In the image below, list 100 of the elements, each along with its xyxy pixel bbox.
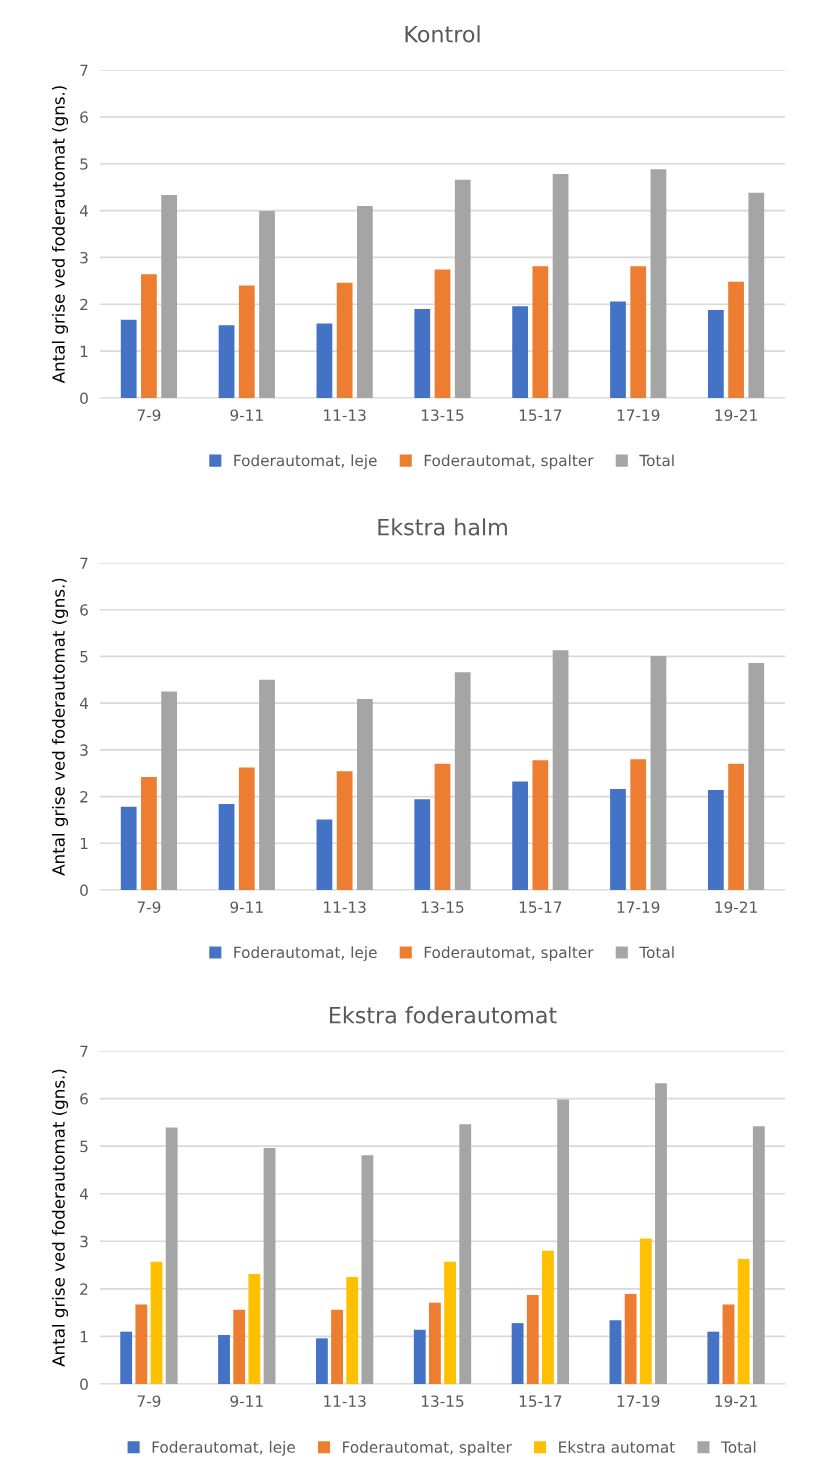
chart-title: Ekstra halm: [378, 518, 507, 536]
y-tick-label: 1: [80, 1331, 88, 1343]
bar: [444, 1261, 456, 1384]
y-tick-label: 0: [80, 1378, 88, 1391]
y-tick-label: 2: [80, 298, 88, 311]
bar: [454, 672, 471, 890]
bar: [150, 1261, 163, 1384]
bar: [238, 285, 255, 398]
legend-label: Foderautomat, spalter: [343, 1441, 512, 1456]
bar: [336, 282, 353, 398]
bar: [532, 760, 549, 890]
bar: [238, 767, 255, 890]
y-tick-label: 3: [80, 744, 88, 756]
bar: [655, 1083, 667, 1384]
bar: [316, 819, 333, 890]
x-tick-label: 9-11: [230, 901, 263, 913]
bar: [511, 1323, 524, 1384]
y-tick-label: 5: [80, 651, 88, 663]
bar: [650, 169, 667, 398]
bar: [414, 799, 431, 890]
bar: [315, 1338, 328, 1384]
bar: [161, 691, 178, 890]
bar: [248, 1274, 261, 1384]
legend-label: Foderautomat, leje: [234, 946, 377, 962]
legend-label: Foderautomat, leje: [234, 454, 377, 470]
x-tick-label: 13-15: [421, 409, 464, 421]
bar: [722, 1304, 735, 1384]
y-tick-label: 5: [80, 158, 88, 170]
legend-label: Foderautomat, spalter: [424, 946, 594, 962]
bar: [233, 1309, 246, 1384]
bar: [259, 211, 275, 398]
legend-label: Total: [639, 946, 674, 959]
y-tick-label: 4: [79, 205, 89, 217]
y-tick-label: 0: [80, 392, 88, 405]
bar: [748, 192, 765, 398]
x-tick-label: 13-15: [421, 1395, 464, 1407]
bar: [336, 771, 353, 890]
x-tick-label: 17-19: [617, 409, 660, 421]
legend-label: Foderautomat, leje: [152, 1441, 295, 1456]
y-tick-label: 1: [80, 345, 88, 357]
bar: [356, 698, 373, 890]
x-tick-label: 11-13: [324, 409, 366, 421]
x-tick-label: 13-15: [421, 901, 464, 913]
y-axis-title: Antal grise ved foderautomat (gns.): [51, 86, 69, 384]
bar: [512, 781, 529, 890]
y-tick-label: 7: [80, 1045, 88, 1057]
x-tick-label: 15-17: [519, 409, 562, 421]
x-tick-label: 9-11: [230, 1395, 263, 1407]
bar: [356, 205, 373, 398]
bar: [610, 789, 626, 890]
bar: [120, 1331, 133, 1384]
bar: [141, 776, 157, 890]
bar: [707, 309, 724, 398]
bar: [263, 1148, 276, 1384]
x-tick-label: 7-9: [137, 901, 161, 913]
y-tick-label: 7: [80, 64, 88, 76]
bar: [610, 301, 626, 398]
legend-label: Total: [639, 454, 674, 467]
bar: [346, 1276, 359, 1384]
bar: [752, 1126, 765, 1384]
legend-label: Total: [721, 1441, 756, 1453]
bar: [707, 1331, 720, 1384]
bar: [526, 1295, 539, 1384]
x-tick-label: 15-17: [519, 1395, 562, 1407]
x-tick-label: 7-9: [137, 1395, 161, 1407]
x-tick-label: 11-13: [324, 1395, 366, 1407]
bar: [361, 1155, 374, 1384]
bar: [316, 323, 333, 398]
chart-title: Kontrol: [405, 25, 480, 43]
legend-label: Ekstra automat: [559, 1441, 675, 1453]
bar: [218, 1335, 230, 1384]
chart-title: Ekstra foderautomat: [330, 1006, 557, 1024]
bar: [748, 662, 765, 890]
bar: [552, 650, 569, 890]
y-tick-label: 2: [80, 791, 88, 803]
y-tick-label: 3: [80, 251, 88, 264]
bar: [429, 1302, 441, 1384]
bar: [650, 655, 667, 890]
x-tick-label: 17-19: [617, 1395, 660, 1407]
bar: [259, 679, 275, 890]
bar: [141, 274, 157, 398]
legend-label: Foderautomat, spalter: [424, 454, 594, 470]
bar: [552, 174, 569, 398]
bar: [630, 759, 647, 890]
bar: [459, 1124, 472, 1384]
bar: [434, 763, 451, 890]
x-tick-label: 15-17: [519, 901, 562, 913]
bar: [532, 266, 549, 398]
bar: [454, 179, 471, 398]
y-axis-title: Antal grise ved foderautomat (gns.): [51, 1069, 69, 1367]
y-tick-label: 4: [79, 697, 89, 709]
bar: [161, 195, 178, 398]
bar: [414, 308, 431, 398]
x-tick-label: 7-9: [137, 409, 161, 421]
x-tick-label: 9-11: [230, 409, 263, 421]
bar: [165, 1127, 178, 1384]
bar: [218, 804, 235, 890]
bar: [331, 1309, 343, 1384]
bar: [557, 1099, 570, 1384]
x-tick-label: 19-21: [715, 409, 757, 421]
